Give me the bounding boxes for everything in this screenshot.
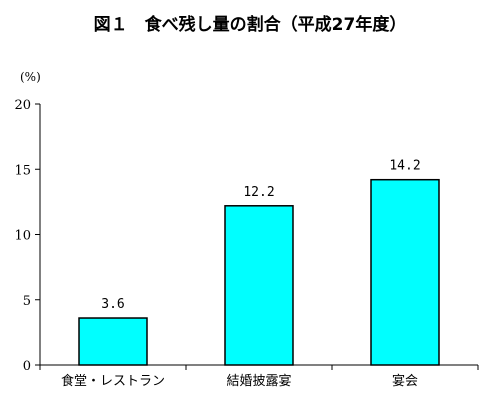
labels: 3.6 食堂・レストラン 12.2 結婚披露宴 14.2 宴会 xyxy=(61,159,421,389)
y-tick-label: 0 xyxy=(23,359,31,374)
bar xyxy=(78,317,148,366)
bars xyxy=(78,178,440,366)
x-category-label: 宴会 xyxy=(392,373,418,389)
y-axis-unit-label: (%) xyxy=(20,70,41,84)
data-label: 14.2 xyxy=(389,159,420,174)
bar xyxy=(224,205,294,366)
y-tick-label: 5 xyxy=(23,294,31,309)
data-label: 12.2 xyxy=(243,185,274,200)
bar xyxy=(370,178,440,366)
chart-title: 図１ 食べ残し量の割合（平成27年度） xyxy=(93,15,407,35)
x-category-label: 結婚披露宴 xyxy=(226,373,291,389)
data-label: 3.6 xyxy=(101,297,124,312)
x-category-label: 食堂・レストラン xyxy=(61,373,165,389)
y-tick-label: 20 xyxy=(14,98,31,113)
y-tick-label: 15 xyxy=(14,163,31,178)
y-tick-label: 10 xyxy=(14,229,31,244)
